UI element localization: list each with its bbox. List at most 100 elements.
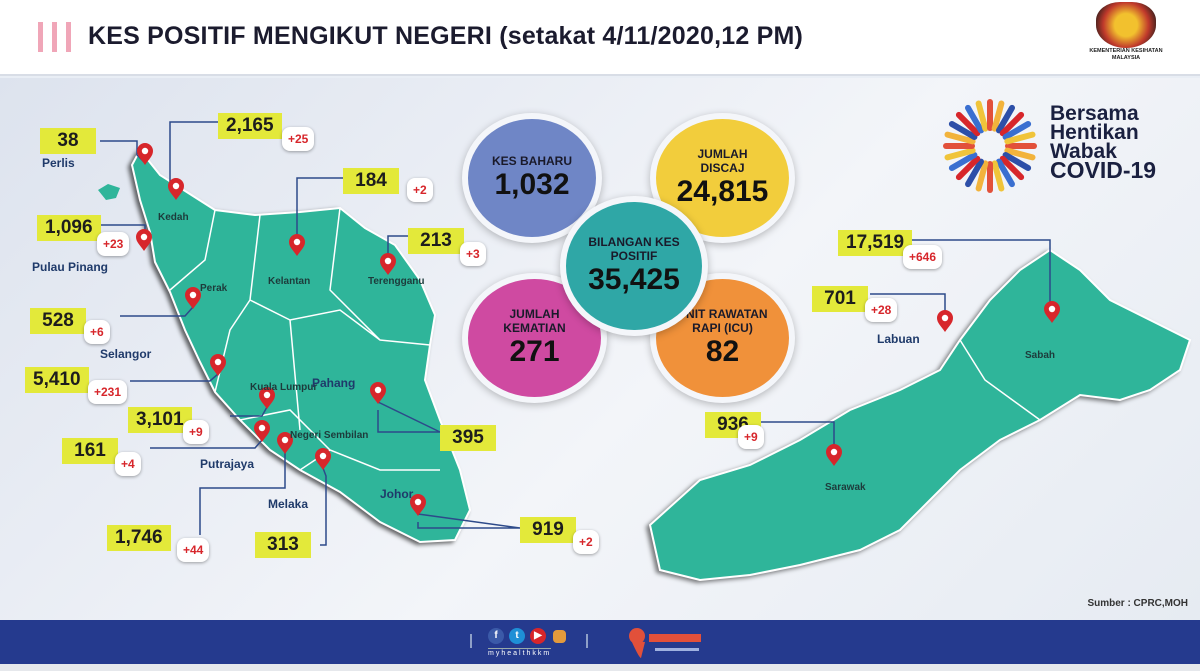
state-name: Kelantan [268, 276, 311, 287]
myhealth-logo [629, 628, 701, 658]
location-pin-icon [277, 432, 293, 454]
discharged-label: JUMLAH DISCAJ [697, 147, 748, 175]
state-new-cases-badge: +2 [573, 530, 599, 554]
location-pin-icon [826, 444, 842, 466]
decor-bar [52, 22, 57, 52]
facebook-icon[interactable]: f [488, 628, 504, 644]
state-name: Labuan [877, 332, 920, 346]
state-new-cases-badge: +4 [115, 452, 141, 476]
sabah-border [959, 339, 1041, 421]
crest-icon [1096, 2, 1156, 48]
campaign-line: Hentikan [1050, 121, 1139, 144]
youtube-icon[interactable]: ▶ [530, 628, 546, 644]
state-total-label: 919 [520, 517, 576, 543]
state-name: Johor [380, 487, 414, 501]
state-name: Kuala Lumpur [250, 382, 318, 393]
social-handle: myhealthkkm [488, 648, 552, 657]
new-cases-value: 1,032 [494, 168, 570, 201]
ministry-name: KEMENTERIAN KESIHATAN MALAYSIA [1089, 48, 1163, 61]
footer-strip [0, 664, 1200, 671]
decor-bar [38, 22, 43, 52]
location-pin-icon [185, 287, 201, 309]
total-cases-value: 35,425 [588, 263, 680, 296]
campaign-line: Wabak [1050, 140, 1117, 163]
campaign-logo: Bersama Hentikan Wabak COVID-19 [935, 96, 1195, 196]
state-name: Terengganu [368, 276, 425, 287]
state-new-cases-badge: +9 [738, 425, 764, 449]
state-borders [169, 207, 440, 471]
campaign-line: COVID-19 [1050, 157, 1157, 183]
location-pin-icon [210, 354, 226, 376]
state-new-cases-badge: +25 [282, 127, 315, 151]
state-total-label: 161 [62, 438, 118, 464]
state-total-label: 1,096 [37, 215, 101, 241]
twitter-icon[interactable]: t [509, 628, 525, 644]
location-pin-icon [254, 420, 270, 442]
state-new-cases-badge: +2 [407, 178, 433, 202]
header: KES POSITIF MENGIKUT NEGERI (setakat 4/1… [0, 0, 1200, 76]
leader-line [417, 513, 521, 529]
deaths-circle: JUMLAH KEMATIAN 271 [462, 273, 607, 403]
location-pin-icon [289, 234, 305, 256]
deaths-label: JUMLAH KEMATIAN [503, 307, 566, 335]
state-total-label: 395 [440, 425, 496, 451]
discharged-value: 24,815 [676, 175, 769, 208]
state-new-cases-badge: +646 [903, 245, 943, 269]
state-total-label: 17,519 [838, 230, 913, 256]
state-name: Kedah [158, 212, 189, 223]
state-total-label: 528 [30, 308, 86, 334]
infographic: 38 Perlis 2,165 +25 Kedah 1,096 +23 Pulau Pinan… [0, 78, 1200, 620]
campaign-line: Bersama [1050, 102, 1139, 125]
state-name: Pulau Pinang [32, 260, 109, 274]
location-pin-icon [1044, 301, 1060, 323]
discharged-circle: JUMLAH DISCAJ 24,815 [650, 113, 795, 243]
new-cases-label: KES BAHARU [491, 154, 572, 168]
icu-value: 82 [705, 335, 740, 368]
location-pin-icon [259, 387, 275, 409]
leader-line [150, 439, 263, 449]
location-pin-icon [168, 178, 184, 200]
state-total-label: 184 [343, 168, 399, 194]
state-total-label: 3,101 [128, 407, 192, 433]
state-name: Perak [200, 283, 228, 294]
leader-line [120, 306, 194, 317]
divider [470, 634, 472, 648]
leader-line [130, 373, 219, 382]
ministry-logo: KEMENTERIAN KESIHATAN MALAYSIA [1080, 2, 1172, 62]
divider [586, 634, 588, 648]
state-name: Melaka [268, 497, 309, 511]
state-new-cases-badge: +3 [460, 242, 486, 266]
east-malaysia [648, 248, 1192, 582]
state-total-label: 5,410 [25, 367, 89, 393]
state-total-label: 2,165 [218, 113, 282, 139]
malaysia-map [97, 121, 1192, 582]
location-pin-icon [315, 448, 331, 470]
icu-label: UNIT RAWATAN RAPI (ICU) [677, 307, 768, 335]
location-pin-icon [370, 382, 386, 404]
leader-line [377, 401, 441, 433]
campaign-burst-icon [943, 99, 1037, 193]
location-pin-icon [937, 310, 953, 332]
state-new-cases-badge: +6 [84, 320, 110, 344]
state-name: Sabah [1025, 350, 1056, 361]
state-new-cases-badge: +28 [865, 298, 898, 322]
state-name: Perlis [42, 156, 75, 170]
state-name: Sarawak [825, 482, 866, 493]
instagram-icon[interactable] [553, 630, 566, 643]
leader-line [199, 452, 286, 535]
location-pin-icon [410, 494, 426, 516]
decor-bar [66, 22, 71, 52]
state-name: Putrajaya [200, 457, 255, 471]
location-pin-icon [137, 143, 153, 165]
location-pin-icon [136, 229, 152, 251]
source-note: Sumber : CPRC,MOH [1087, 598, 1188, 609]
state-name: Negeri Sembilan [290, 430, 369, 441]
state-name: Pahang [312, 376, 356, 390]
state-name: Selangor [100, 347, 152, 361]
page-title: KES POSITIF MENGIKUT NEGERI (setakat 4/1… [88, 22, 803, 50]
state-new-cases-badge: +231 [88, 380, 128, 404]
langkawi-island [98, 184, 120, 200]
leader-line [230, 406, 268, 417]
leader-line [320, 467, 327, 546]
state-total-label: 313 [255, 532, 311, 558]
